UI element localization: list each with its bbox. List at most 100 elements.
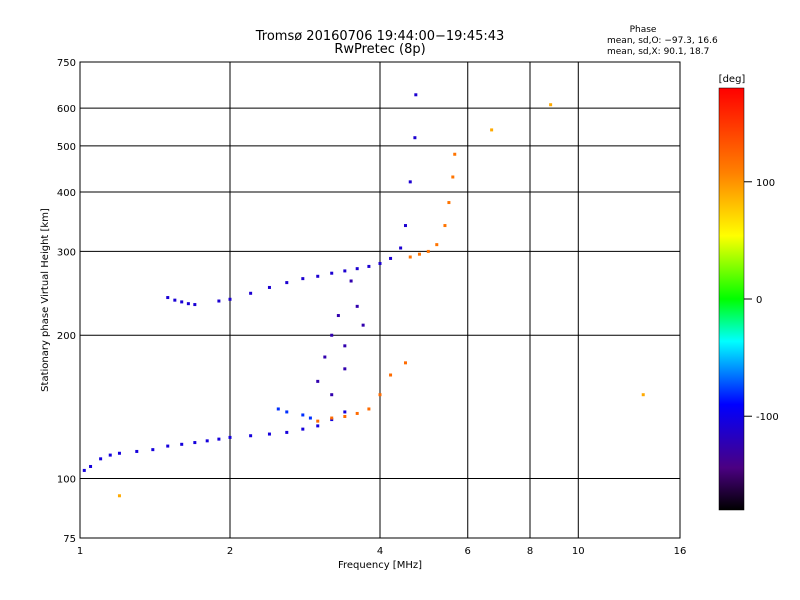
data-point bbox=[205, 439, 209, 443]
data-point bbox=[228, 435, 232, 439]
data-point bbox=[108, 453, 112, 457]
data-point bbox=[389, 373, 393, 377]
data-point bbox=[285, 281, 289, 285]
data-point bbox=[285, 410, 289, 414]
data-point bbox=[301, 413, 305, 417]
data-point bbox=[549, 103, 553, 107]
colorbar bbox=[718, 87, 745, 511]
y-axis-label: Stationary phase Virtual Height [km] bbox=[40, 208, 51, 392]
data-point bbox=[426, 249, 430, 253]
data-point bbox=[389, 256, 393, 260]
data-point bbox=[367, 264, 371, 268]
x-tick-label: 8 bbox=[527, 546, 533, 557]
y-tick-label: 200 bbox=[57, 331, 76, 342]
x-tick-label: 1 bbox=[77, 546, 83, 557]
data-point bbox=[323, 355, 327, 359]
y-tick-label: 100 bbox=[57, 475, 76, 486]
data-point bbox=[166, 296, 170, 300]
data-point bbox=[435, 243, 439, 247]
data-point bbox=[443, 224, 447, 228]
gridlines bbox=[79, 61, 681, 539]
data-point bbox=[330, 271, 334, 275]
y-tick-label: 75 bbox=[63, 534, 76, 545]
y-tick-label: 400 bbox=[57, 188, 76, 199]
data-point bbox=[403, 224, 407, 228]
data-point bbox=[217, 299, 221, 303]
data-point bbox=[82, 468, 86, 472]
colorbar-tick-label: 100 bbox=[756, 178, 775, 189]
data-point bbox=[267, 285, 271, 289]
y-tick-label: 500 bbox=[57, 142, 76, 153]
data-point bbox=[117, 451, 121, 455]
data-point bbox=[301, 277, 305, 281]
data-point bbox=[330, 418, 334, 422]
stats-title: Phase bbox=[630, 25, 657, 35]
data-point bbox=[399, 246, 403, 250]
data-point bbox=[166, 444, 170, 448]
x-ticks: 1 2 4 6 8 10 16 bbox=[77, 546, 687, 557]
colorbar-tick-label: -100 bbox=[756, 412, 779, 423]
y-tick-label: 600 bbox=[57, 104, 76, 115]
data-point bbox=[135, 449, 139, 453]
data-point bbox=[173, 298, 177, 302]
data-point bbox=[343, 344, 347, 348]
y-tick-label: 300 bbox=[57, 247, 76, 258]
y-tick-label: 750 bbox=[57, 58, 76, 69]
data-point bbox=[336, 314, 340, 318]
data-point bbox=[180, 442, 184, 446]
x-tick-label: 4 bbox=[377, 546, 383, 557]
data-point bbox=[180, 300, 184, 304]
x-tick-label: 2 bbox=[227, 546, 233, 557]
x-tick-label: 10 bbox=[572, 546, 585, 557]
data-point bbox=[267, 432, 271, 436]
data-point bbox=[285, 430, 289, 434]
colorbar-tick-label: 0 bbox=[756, 295, 762, 306]
data-point bbox=[249, 291, 253, 295]
plot-frame bbox=[79, 61, 681, 539]
data-point bbox=[193, 303, 197, 307]
data-point bbox=[330, 333, 334, 337]
x-axis-label: Frequency [MHz] bbox=[338, 560, 422, 571]
data-point bbox=[355, 304, 359, 308]
colorbar-label: [deg] bbox=[719, 74, 746, 85]
data-point bbox=[355, 267, 359, 271]
data-point bbox=[228, 297, 232, 301]
data-point bbox=[186, 302, 190, 306]
data-point bbox=[378, 261, 382, 265]
stats-o-line: mean, sd,O: −97.3, 16.6 bbox=[607, 36, 718, 46]
x-tick-label: 6 bbox=[465, 546, 471, 557]
data-point bbox=[316, 274, 320, 278]
data-point bbox=[316, 379, 320, 383]
stats-x-line: mean, sd,X: 90.1, 18.7 bbox=[607, 47, 709, 57]
data-point bbox=[99, 457, 103, 461]
data-point bbox=[361, 323, 365, 327]
chart-subtitle: RwPretec (8p) bbox=[334, 42, 425, 57]
x-tick-label: 16 bbox=[674, 546, 687, 557]
data-point bbox=[316, 424, 320, 428]
data-point bbox=[417, 252, 421, 256]
data-points bbox=[82, 93, 645, 498]
data-point bbox=[408, 180, 412, 184]
data-point bbox=[343, 269, 347, 273]
data-point bbox=[117, 494, 121, 498]
data-point bbox=[330, 416, 334, 420]
data-point bbox=[151, 448, 155, 452]
data-point bbox=[408, 255, 412, 259]
y-ticks: 75 100 200 300 400 500 600 750 bbox=[57, 58, 76, 545]
data-point bbox=[451, 175, 455, 179]
data-point bbox=[641, 393, 645, 397]
data-point bbox=[343, 367, 347, 371]
data-point bbox=[490, 128, 494, 132]
data-point bbox=[217, 437, 221, 441]
data-point bbox=[349, 279, 353, 283]
data-point bbox=[249, 434, 253, 438]
data-point bbox=[367, 407, 371, 411]
data-point bbox=[308, 416, 312, 420]
data-point bbox=[343, 410, 347, 414]
data-point bbox=[193, 441, 197, 445]
chart-title: Tromsø 20160706 19:44:00−19:45:43 bbox=[255, 29, 505, 44]
data-point bbox=[414, 93, 418, 97]
data-point bbox=[301, 427, 305, 431]
data-point bbox=[403, 361, 407, 365]
